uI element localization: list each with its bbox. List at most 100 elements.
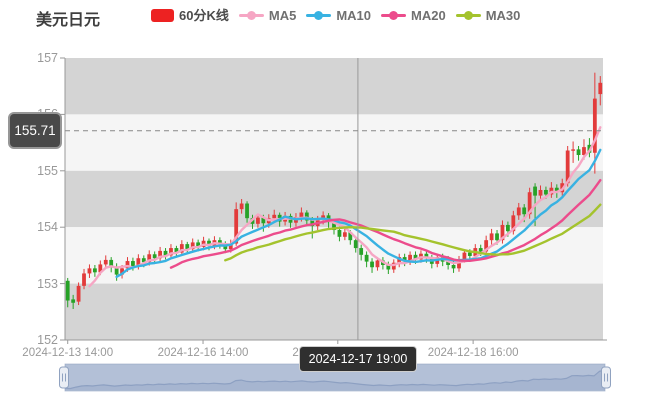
candle-up[interactable] <box>125 261 130 269</box>
y-axis-label: 154 <box>37 220 58 235</box>
candle-up[interactable] <box>598 82 603 95</box>
candle-up[interactable] <box>87 268 92 274</box>
datazoom-right-handle[interactable] <box>601 366 611 389</box>
legend-label: MA30 <box>485 8 521 23</box>
candle-down[interactable] <box>413 254 418 260</box>
candle-up[interactable] <box>179 244 184 253</box>
candle-up[interactable] <box>462 252 467 260</box>
candle-up[interactable] <box>256 217 260 224</box>
x-axis-label: 2024-12-13 14:00 <box>22 347 114 359</box>
candle-down[interactable] <box>109 259 114 267</box>
candle-up[interactable] <box>120 268 124 275</box>
candle-down[interactable] <box>71 299 76 303</box>
candle-up[interactable] <box>375 260 380 268</box>
candle-up[interactable] <box>565 150 570 184</box>
candle-down[interactable] <box>245 203 249 219</box>
candle-down[interactable] <box>446 261 451 265</box>
plot-band <box>65 114 603 171</box>
candle-down[interactable] <box>207 240 211 246</box>
candle-down[interactable] <box>163 250 168 256</box>
candle-up[interactable] <box>234 209 239 244</box>
candle-down[interactable] <box>424 253 429 259</box>
datazoom-left-handle[interactable] <box>59 366 69 389</box>
candle-up[interactable] <box>169 248 173 256</box>
candle-up[interactable] <box>527 192 532 215</box>
candle-down[interactable] <box>348 232 353 241</box>
crosshair-price-label: 155.71 <box>8 112 62 149</box>
candle-down[interactable] <box>386 264 391 270</box>
legend-item-ma30[interactable]: MA30 <box>455 8 521 23</box>
candle-up[interactable] <box>103 259 108 265</box>
candle-down[interactable] <box>65 280 70 301</box>
candle-up[interactable] <box>147 254 152 263</box>
legend-label: MA10 <box>336 8 371 23</box>
candle-up[interactable] <box>582 147 586 156</box>
candle-down[interactable] <box>478 248 483 252</box>
candle-down[interactable] <box>370 261 374 268</box>
candle-down[interactable] <box>451 264 456 269</box>
candle-down[interactable] <box>505 224 510 232</box>
candle-down[interactable] <box>304 212 309 221</box>
candle-down[interactable] <box>353 240 358 249</box>
legend-item-ma10[interactable]: MA10 <box>306 9 371 22</box>
chart-title: 美元日元 <box>36 12 101 29</box>
candle-down[interactable] <box>141 258 146 263</box>
candle-down[interactable] <box>261 217 266 224</box>
ma20-line-dot-icon <box>381 9 406 22</box>
candle-up[interactable] <box>408 254 412 262</box>
candle-up[interactable] <box>136 258 141 267</box>
candle-down[interactable] <box>131 261 135 267</box>
candle-up[interactable] <box>489 233 494 241</box>
candle-down[interactable] <box>522 207 527 215</box>
legend-item-kline[interactable]: 60分K线 <box>151 9 229 22</box>
candle-down[interactable] <box>174 248 179 253</box>
candle-down[interactable] <box>152 254 157 259</box>
candle-up[interactable] <box>82 273 86 286</box>
y-axis-label: 153 <box>37 276 58 291</box>
candle-down[interactable] <box>576 149 581 156</box>
candle-up[interactable] <box>98 264 103 273</box>
candle-down[interactable] <box>364 254 369 262</box>
ma20-line <box>169 178 602 269</box>
legend-item-ma5[interactable]: MA5 <box>238 8 297 23</box>
candle-down[interactable] <box>223 244 228 250</box>
candle-up[interactable] <box>484 240 489 252</box>
candle-down[interactable] <box>114 266 119 275</box>
candle-up[interactable] <box>500 224 505 241</box>
candle-up[interactable] <box>76 285 81 302</box>
candle-down[interactable] <box>332 222 336 231</box>
candle-down[interactable] <box>402 257 407 262</box>
candle-up[interactable] <box>299 212 304 218</box>
candle-down[interactable] <box>533 186 537 196</box>
candle-up[interactable] <box>342 232 347 237</box>
legend-item-ma20[interactable]: MA20 <box>381 9 446 22</box>
ma5-line-dot-icon <box>238 9 264 22</box>
candle-down[interactable] <box>495 233 499 241</box>
candle-up[interactable] <box>239 203 244 210</box>
candle-up[interactable] <box>228 243 233 250</box>
candle-down[interactable] <box>217 240 222 245</box>
candle-down[interactable] <box>359 248 364 255</box>
candle-up[interactable] <box>592 98 597 153</box>
candle-down[interactable] <box>92 268 97 273</box>
candle-up[interactable] <box>516 207 521 216</box>
candle-down[interactable] <box>467 252 472 256</box>
candle-up[interactable] <box>571 149 576 151</box>
candle-up[interactable] <box>538 189 543 196</box>
candle-down[interactable] <box>337 230 342 237</box>
candle-up[interactable] <box>190 242 195 250</box>
candle-down[interactable] <box>544 189 548 195</box>
legend-label: MA20 <box>411 8 446 23</box>
y-axis-label: 157 <box>37 51 58 65</box>
candle-down[interactable] <box>196 242 201 247</box>
candle-up[interactable] <box>511 215 516 232</box>
candle-down[interactable] <box>185 244 190 250</box>
candle-up[interactable] <box>457 259 461 269</box>
candle-up[interactable] <box>272 214 277 219</box>
datazoom-data-line <box>64 369 606 390</box>
candle-up[interactable] <box>158 250 163 259</box>
legend-label: MA5 <box>268 8 297 23</box>
candle-down[interactable] <box>554 187 559 193</box>
ma30-line <box>224 203 602 262</box>
